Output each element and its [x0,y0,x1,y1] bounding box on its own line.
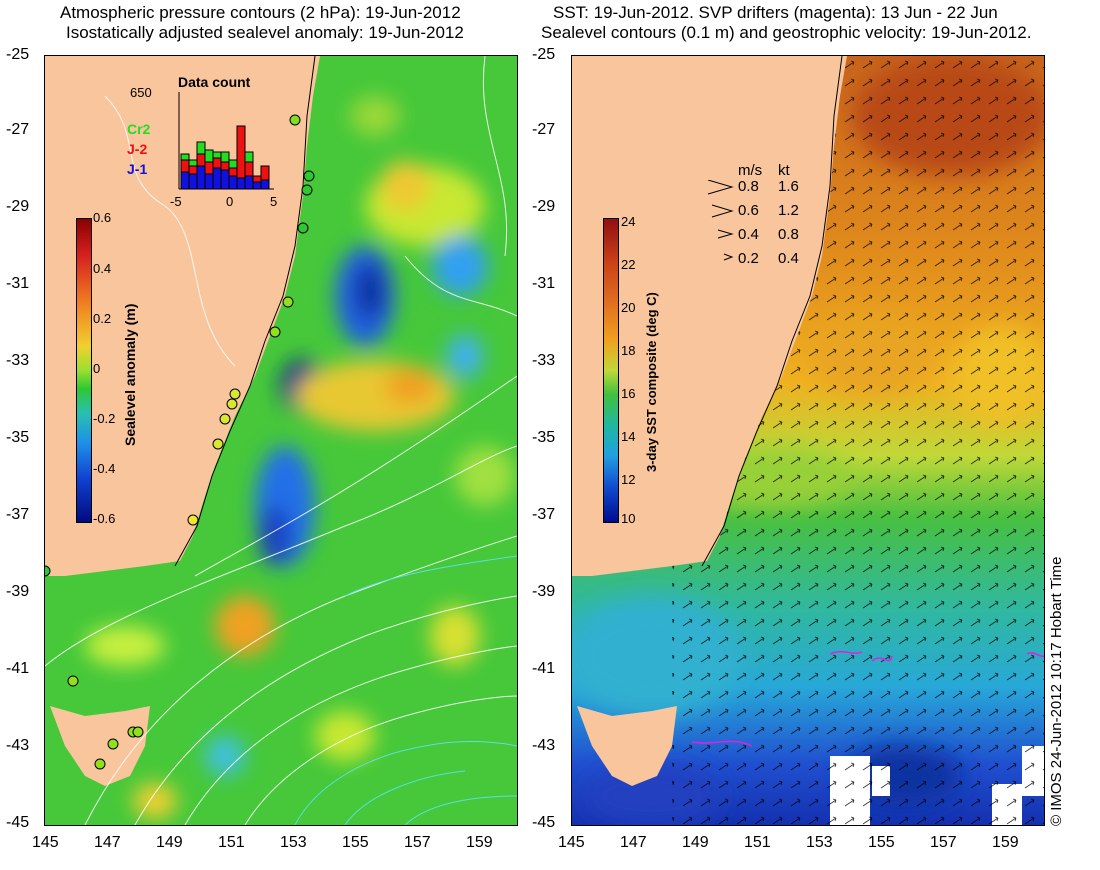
credit-timestamp: © IMOS 24-Jun-2012 10:17 Hobart Time [1048,556,1065,826]
colorbar-tick: 10 [621,511,636,526]
velocity-legend-arrows [707,180,734,261]
lon-tick: 149 [682,834,709,851]
lon-tick: 151 [744,834,771,851]
lon-tick: 159 [992,834,1019,851]
sst-map [571,55,1045,826]
lat-tick: -25 [532,46,556,63]
lon-tick: 153 [806,834,833,851]
lat-tick: -43 [6,737,30,754]
sealevel-map-graphic [45,56,517,825]
lon-tick: 147 [94,834,121,851]
lon-tick: 155 [342,834,369,851]
inset-xtick: 5 [270,194,278,209]
lon-tick: 157 [930,834,957,851]
velocity-legend-ms: 0.8 [738,178,759,195]
colorbar-tick: 16 [621,386,636,401]
colorbar-tick: 20 [621,300,636,315]
lon-tick: 149 [156,834,183,851]
velocity-legend-kt-header: kt [778,162,790,179]
lat-tick: -37 [532,506,556,523]
colorbar-tick: 0.6 [93,210,112,225]
inset-xtick: -5 [170,194,182,209]
velocity-legend-ms: 0.6 [738,202,759,219]
right-title-line1: SST: 19-Jun-2012. SVP drifters (magenta)… [553,3,998,22]
sealevel-colorbar [76,218,92,523]
lat-tick: -43 [532,737,556,754]
colorbar-tick: 14 [621,429,636,444]
colorbar-tick: 18 [621,343,636,358]
svp-drifter-tracks [691,650,1044,747]
lat-tick: -39 [532,583,556,600]
legend-j2: J-2 [127,141,148,157]
lat-tick: -35 [532,429,556,446]
velocity-legend-kt: 1.6 [778,178,799,195]
sealevel-anomaly-map [44,55,518,826]
lat-tick: -39 [6,583,30,600]
colorbar-tick: 0.4 [93,261,112,276]
tasmania-land [50,706,150,786]
lat-tick: -41 [532,660,556,677]
sst-map-graphic [572,56,1044,825]
lat-tick: -27 [532,121,556,138]
legend-cr2: Cr2 [127,121,151,137]
velocity-legend-ms: 0.4 [738,226,759,243]
lon-tick: 153 [280,834,307,851]
right-title-line2: Sealevel contours (0.1 m) and geostrophi… [541,23,1032,42]
lat-tick: -37 [6,506,30,523]
legend-j1: J-1 [127,161,148,177]
colorbar-tick: 12 [621,472,636,487]
lat-tick: -33 [532,352,556,369]
sst-colorbar-label: 3-day SST composite (deg C) [644,292,659,472]
lon-tick: 157 [404,834,431,851]
colorbar-tick: 0.2 [93,311,112,326]
lat-tick: -25 [6,46,30,63]
velocity-legend-kt: 0.4 [778,250,799,267]
lat-tick: -45 [6,814,30,831]
lon-tick: 147 [620,834,647,851]
lat-tick: -41 [6,660,30,677]
lat-tick: -29 [6,198,30,215]
velocity-legend-ms-header: m/s [738,162,763,179]
tasmania-land [577,706,677,786]
sealevel-colorbar-label: Sealevel anomaly (m) [122,303,138,446]
velocity-legend-ms: 0.2 [738,250,759,267]
lon-tick: 151 [218,834,245,851]
lat-tick: -33 [6,352,30,369]
colorbar-tick: 0 [93,361,101,376]
lat-tick: -31 [6,275,30,292]
left-title-line2: Isostatically adjusted sealevel anomaly:… [66,23,464,42]
lat-tick: -31 [532,275,556,292]
lon-tick: 145 [558,834,585,851]
colorbar-tick: 22 [621,257,636,272]
velocity-legend-kt: 1.2 [778,202,799,219]
tide-gauge-stations [45,114,315,770]
colorbar-tick: -0.2 [93,411,116,426]
mainland-land [572,56,847,576]
inset-ymax-label: 650 [130,85,152,100]
inset-title: Data count [178,74,251,90]
colorbar-tick: -0.6 [93,511,116,526]
lon-tick: 155 [868,834,895,851]
lon-tick: 159 [466,834,493,851]
lat-tick: -45 [532,814,556,831]
left-title-line1: Atmospheric pressure contours (2 hPa): 1… [60,3,461,22]
lat-tick: -29 [532,198,556,215]
sst-colorbar [603,218,619,523]
inset-xtick: 0 [226,194,234,209]
colorbar-tick: 24 [621,214,636,229]
lat-tick: -27 [6,121,30,138]
colorbar-tick: -0.4 [93,461,116,476]
data-count-histogram [178,92,274,190]
lat-tick: -35 [6,429,30,446]
velocity-legend-kt: 0.8 [778,226,799,243]
lon-tick: 145 [32,834,59,851]
